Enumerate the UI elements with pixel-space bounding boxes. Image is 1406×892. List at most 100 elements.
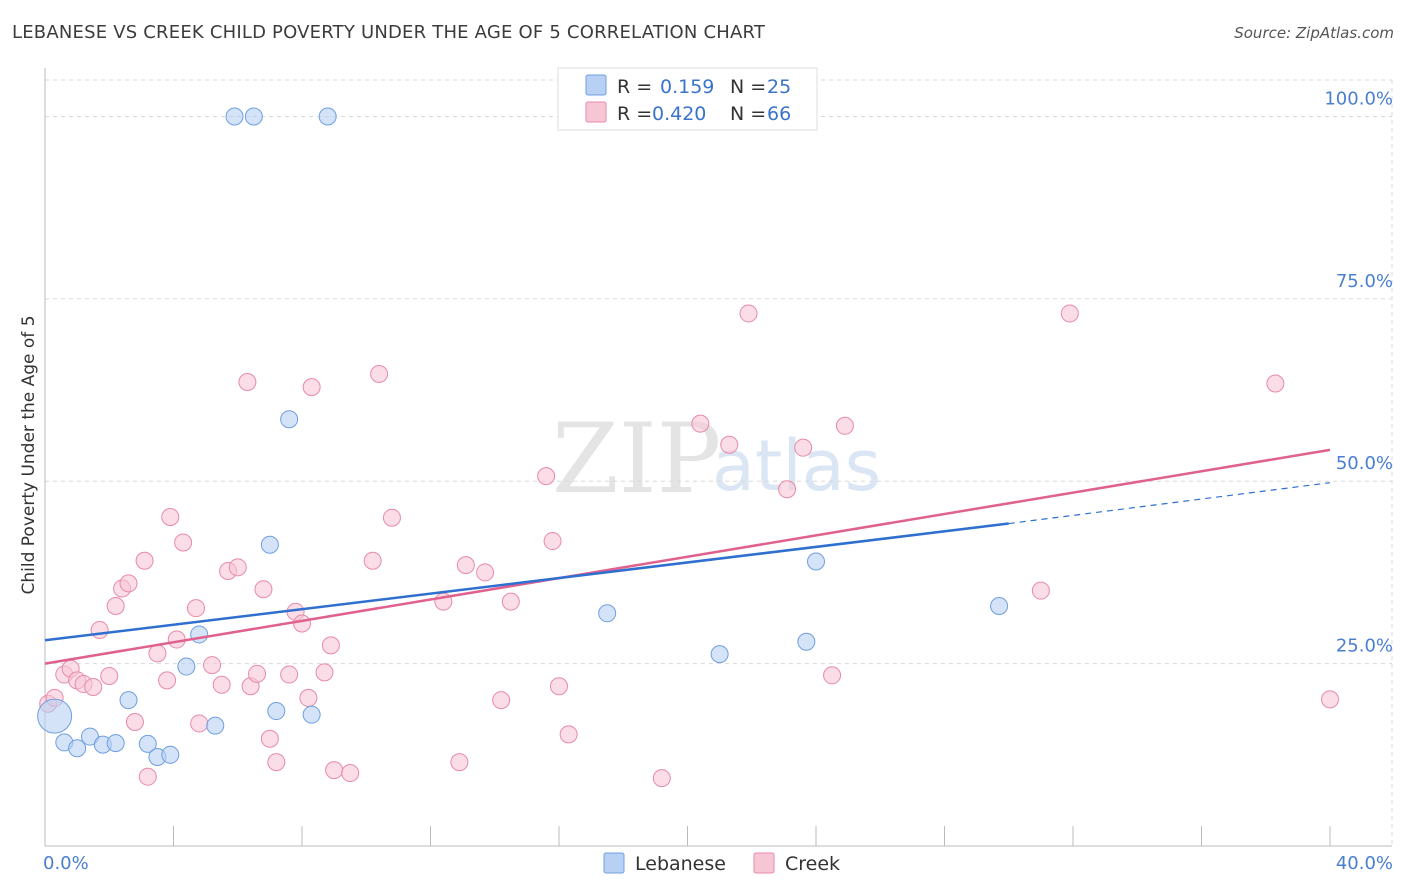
creek-point	[280, 665, 299, 684]
creek-point	[321, 636, 340, 655]
lebanese-point	[161, 745, 180, 764]
lebanese-point	[177, 657, 196, 676]
lebanese-point	[119, 691, 138, 710]
creek-point	[476, 563, 495, 582]
bottom-legend: Lebanese Creek	[603, 852, 840, 875]
y-tick-label: 25.0%	[1336, 636, 1393, 657]
bottom-legend-swatch-lebanese	[603, 852, 625, 874]
creek-point	[100, 667, 119, 686]
lebanese-trend-line	[44, 522, 1009, 642]
chart-title: LEBANESE VS CREEK CHILD POVERTY UNDER TH…	[12, 22, 766, 43]
creek-point	[158, 671, 177, 690]
lebanese-point	[106, 734, 125, 753]
creek-point	[293, 614, 311, 633]
creek-point	[501, 592, 520, 611]
y-tick-label: 100.0%	[1324, 88, 1393, 109]
creek-point	[315, 663, 334, 682]
creek-trend-line	[44, 448, 1331, 665]
creek-point	[652, 769, 671, 788]
creek-point	[778, 480, 797, 499]
creek-point	[370, 364, 389, 383]
creek-point	[691, 414, 710, 433]
lebanese-point	[807, 552, 825, 571]
lebanese-point	[244, 107, 263, 126]
lebanese-point	[37, 698, 73, 734]
creek-point	[450, 753, 469, 772]
creek-point	[190, 714, 209, 733]
creek-point	[174, 533, 193, 552]
lebanese-point	[260, 535, 279, 554]
creek-point	[90, 621, 109, 640]
creek-points	[39, 304, 1339, 788]
bottom-legend-creek: Creek	[785, 853, 840, 875]
creek-point	[254, 580, 273, 599]
creek-point	[1060, 304, 1079, 323]
lebanese-point	[280, 410, 299, 429]
lebanese-point	[797, 632, 816, 651]
creek-point	[267, 753, 286, 772]
bottom-legend-swatch-creek	[753, 852, 775, 874]
legend-swatch-creek	[585, 101, 607, 123]
creek-point	[148, 644, 167, 663]
bottom-legend-lebanese: Lebanese	[635, 853, 726, 875]
creek-point	[492, 691, 511, 710]
axis-ticks: 25.0% 50.0% 75.0% 100.0% 0.0% 40.0%	[43, 88, 1393, 874]
lebanese-point	[267, 702, 286, 721]
creek-point	[125, 712, 144, 731]
lebanese-point	[206, 716, 225, 735]
creek-point	[106, 596, 125, 615]
legend-n-label-1: N =	[730, 76, 766, 98]
y-tick-label: 75.0%	[1336, 271, 1393, 292]
creek-point	[299, 688, 318, 707]
legend-r-value-1: 0.159	[660, 76, 714, 98]
creek-point	[1266, 374, 1285, 393]
creek-point	[823, 666, 842, 685]
legend-n-label-2: N =	[730, 103, 766, 125]
creek-point	[135, 551, 154, 570]
creek-point	[119, 574, 138, 593]
creek-point	[84, 677, 103, 696]
creek-point	[537, 467, 556, 486]
creek-point	[325, 761, 344, 780]
y-tick-label: 50.0%	[1336, 453, 1393, 474]
lebanese-point	[598, 604, 617, 623]
creek-point	[138, 767, 157, 786]
creek-point	[248, 664, 267, 683]
creek-point	[543, 532, 562, 551]
lebanese-point	[318, 107, 337, 126]
lebanese-point	[302, 705, 321, 724]
lebanese-point	[710, 645, 729, 664]
creek-point	[302, 378, 321, 397]
creek-point	[228, 558, 247, 577]
creek-point	[238, 373, 257, 392]
creek-point	[203, 656, 222, 675]
creek-point	[835, 416, 854, 435]
lebanese-point	[138, 734, 157, 753]
legend-n-value-2: 66	[767, 103, 791, 125]
lebanese-point	[80, 727, 99, 746]
watermark-atlas: atlas	[712, 425, 881, 507]
creek-point	[363, 551, 382, 570]
creek-point	[161, 507, 180, 526]
creek-point	[186, 599, 205, 618]
legend-box: R = 0.159 N = 25 R = 0.420 N = 66	[557, 67, 818, 131]
legend-swatch-lebanese	[585, 74, 607, 96]
lebanese-point	[225, 107, 244, 126]
legend-r-label-1: R =	[617, 76, 652, 98]
creek-point	[341, 764, 360, 783]
creek-point	[559, 725, 578, 744]
creek-point	[794, 438, 813, 457]
creek-point	[456, 556, 475, 575]
legend-r-label-2: R =	[617, 103, 652, 125]
source-label: Source: ZipAtlas.com	[1234, 24, 1394, 42]
creek-point	[260, 729, 279, 748]
creek-point	[1031, 581, 1050, 600]
lebanese-point	[68, 739, 87, 758]
legend-r-value-2: 0.420	[652, 103, 706, 125]
creek-point	[720, 435, 739, 454]
lebanese-point	[190, 625, 209, 644]
creek-point	[212, 675, 231, 694]
creek-point	[1321, 690, 1339, 709]
lebanese-point	[990, 596, 1009, 615]
